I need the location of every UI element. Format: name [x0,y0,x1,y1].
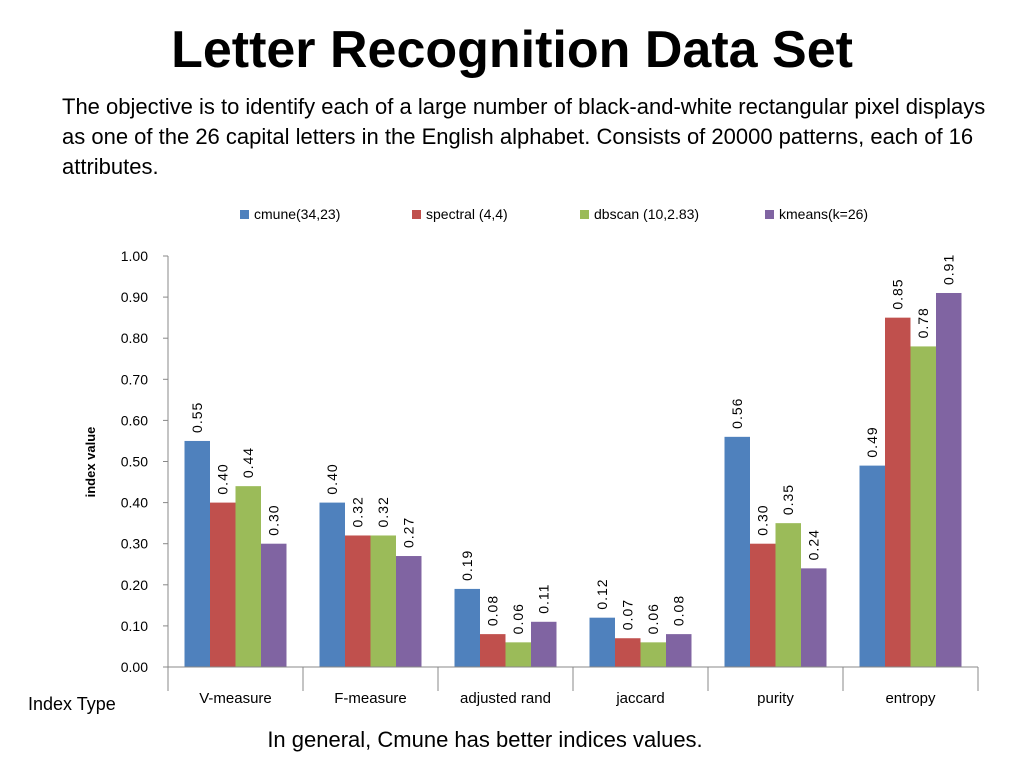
bar [885,317,911,667]
y-tick-label: 0.10 [121,618,148,634]
bar [345,535,371,667]
bar [261,543,287,667]
slide-description: The objective is to identify each of a l… [62,94,986,179]
data-label: 0.32 [375,496,391,527]
bar [370,535,396,667]
data-label: 0.07 [620,599,636,630]
y-tick-label: 0.90 [121,289,148,305]
x-axis: V-measure F-measure adjusted rand jaccard pu… [167,666,979,707]
y-axis-label: index value [83,427,98,498]
x-tick-label: entropy [885,690,936,707]
y-tick-label: 0.40 [121,495,148,511]
bar [615,638,641,667]
y-tick-label: 0.00 [121,659,148,675]
data-label: 0.78 [915,307,931,338]
bar [640,642,666,667]
bar [750,543,776,667]
data-label: 0.40 [215,463,231,494]
data-label: 0.08 [485,595,501,626]
data-label: 0.49 [864,426,880,457]
bar [235,486,261,667]
bar [775,523,801,667]
bar [454,588,480,667]
x-axis-title: Index Type [28,694,116,714]
chart-legend: cmune(34,23) spectral (4,4) dbscan (10,2.8… [240,206,868,222]
data-label: 0.30 [266,504,282,535]
bar [210,502,236,667]
bar [480,634,506,667]
bar [801,568,827,667]
data-label: 0.27 [401,517,417,548]
data-label: 0.35 [780,484,796,515]
bar [859,465,885,667]
y-tick-label: 0.60 [121,412,148,428]
x-tick-label: jaccard [615,690,664,707]
legend-swatch [412,210,421,219]
legend-swatch [240,210,249,219]
data-label: 0.06 [510,603,526,634]
data-label: 0.12 [594,578,610,609]
bar [666,634,692,667]
data-label: 0.11 [536,584,552,614]
x-tick-label: F-measure [334,690,407,707]
x-tick-label: adjusted rand [460,690,551,707]
bar [184,440,210,667]
legend-swatch [765,210,774,219]
bar [589,617,615,667]
x-tick-label: V-measure [199,690,272,707]
footer-note: In general, Cmune has better indices val… [267,727,703,752]
slide-title: Letter Recognition Data Set [171,21,853,79]
bar-series [184,292,962,667]
bar [910,346,936,667]
data-label: 0.44 [240,447,256,478]
bar [505,642,531,667]
data-label: 0.08 [671,595,687,626]
x-tick-label: purity [757,690,794,707]
data-label: 0.30 [755,504,771,535]
data-label: 0.56 [729,398,745,429]
y-tick-label: 0.20 [121,577,148,593]
y-tick-label: 0.50 [121,454,148,470]
legend-label: kmeans(k=26) [779,206,868,222]
bar [396,556,422,667]
legend-label: spectral (4,4) [426,206,508,222]
legend-label: cmune(34,23) [254,206,340,222]
legend-label: dbscan (10,2.83) [594,206,699,222]
data-label: 0.24 [806,529,822,560]
data-label: 0.06 [645,603,661,634]
bar [936,292,962,667]
bar-chart: cmune(34,23) spectral (4,4) dbscan (10,2.8… [83,206,979,707]
y-axis-ticks: 0.00 0.10 0.20 0.30 0.40 0.50 0.60 0.70 0.80 0.90… [121,248,169,675]
bar [531,621,557,667]
bar [319,502,345,667]
y-tick-label: 0.80 [121,330,148,346]
data-label: 0.91 [941,254,957,285]
y-tick-label: 1.00 [121,248,148,264]
data-labels: 0.55 0.40 0.19 0.12 0.56 0.49 0.40 0.32 0.08 0.07… [189,254,957,635]
data-label: 0.85 [890,278,906,309]
data-label: 0.55 [189,402,205,433]
data-label: 0.32 [350,496,366,527]
data-label: 0.19 [459,550,475,581]
data-label: 0.40 [324,463,340,494]
y-tick-label: 0.70 [121,371,148,387]
legend-swatch [580,210,589,219]
bar [724,436,750,667]
y-tick-label: 0.30 [121,536,148,552]
